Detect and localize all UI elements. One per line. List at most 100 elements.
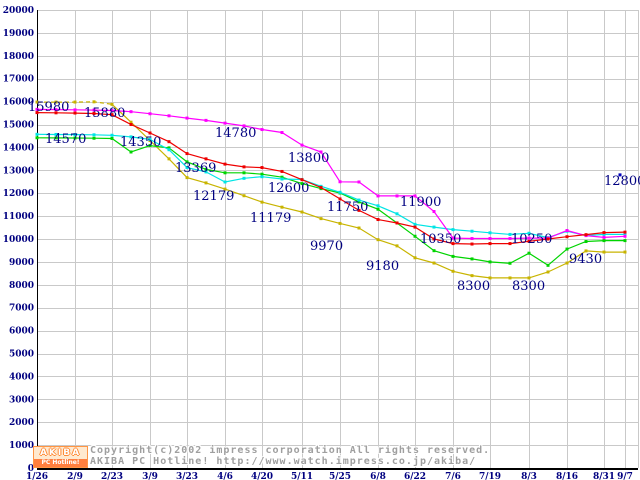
data-point-marker [148,137,152,141]
y-tick-label: 4000 [9,372,34,382]
data-point-marker [357,180,361,184]
data-point-marker [602,235,606,239]
copyright-watermark: Copyright(c)2002 impress corporation All… [90,445,490,467]
data-point-marker [451,236,455,240]
data-point-marker [260,128,264,132]
data-point-marker [546,263,550,267]
value-annotation: 13800 [288,151,329,166]
x-axis-labels: 1/26 2/9 2/23 3/9 3/23 4/6 4/20 5/11 5/25 6/8 6/22… [26,472,633,480]
value-annotation: 9180 [366,259,399,274]
data-point-marker [565,229,569,233]
data-point-marker [242,194,246,198]
data-point-marker [488,242,492,246]
data-point-marker [488,276,492,280]
data-point-marker [110,113,114,117]
data-point-marker [260,175,264,179]
data-point-marker [357,198,361,202]
data-point-marker [602,231,606,235]
data-point-marker [470,242,474,246]
series-line [111,103,625,279]
data-point-marker [185,166,189,170]
data-point-marker [204,170,208,174]
akiba-logo-wordmark: AKIBA [39,448,82,458]
value-annotation: 15880 [84,106,125,121]
data-point-marker [204,157,208,161]
data-point-marker [73,136,77,140]
series-magenta [35,107,627,241]
data-point-marker [584,249,588,253]
data-point-marker [54,108,58,112]
data-point-marker [223,187,227,191]
data-point-marker [623,250,627,254]
data-point-marker [280,205,284,209]
data-point-marker [376,204,380,208]
copyright-line: Copyright(c)2002 impress corporation All… [90,445,491,456]
value-annotation: 9970 [310,239,343,254]
data-point-marker [129,135,133,139]
data-point-marker [92,100,96,104]
data-point-marker [584,233,588,237]
y-tick-label: 17000 [3,75,34,85]
data-point-marker [565,235,569,239]
data-point-marker [602,239,606,243]
data-point-marker [167,114,171,118]
data-point-marker [242,176,246,180]
data-point-marker [395,212,399,216]
data-point-marker [357,200,361,204]
data-point-marker [185,176,189,180]
data-point-marker [129,123,133,126]
data-point-marker [185,116,189,120]
data-point-marker [185,160,189,164]
data-point-marker [623,239,627,243]
data-point-marker [92,112,96,116]
x-tick-label: 1/26 [26,472,48,480]
data-point-marker [508,242,512,246]
data-point-marker [242,124,246,128]
data-point-marker [260,200,264,204]
data-point-marker [413,222,417,226]
value-annotation: 12800 [604,174,640,189]
data-point-marker [623,234,627,238]
data-point-marker [376,238,380,242]
data-point-marker [300,178,304,182]
data-point-marker [204,118,208,122]
data-point-marker [432,225,436,229]
series-red [35,111,627,246]
data-point-marker [508,232,512,236]
data-point-marker [395,244,399,248]
x-tick-label: 4/20 [251,472,273,480]
series-line [36,137,625,267]
data-point-marker [223,121,227,125]
data-point-marker [300,182,304,186]
value-annotation: 10250 [511,232,552,247]
y-tick-label: 12000 [3,189,34,199]
data-point-marker [602,250,606,254]
x-tick-label: 6/22 [404,472,426,480]
data-point-marker [35,107,39,111]
data-point-marker [338,190,342,194]
data-point-marker [432,249,436,253]
data-point-marker [35,100,39,104]
data-point-marker [451,254,455,258]
data-point-marker [35,136,39,140]
y-tick-label: 11000 [3,212,34,222]
data-point-marker [167,157,171,161]
value-annotation: 8300 [457,279,490,294]
series-blue-point [618,173,622,177]
data-point-marker [110,102,114,106]
y-tick-label: 0 [28,464,34,474]
data-point-marker [35,111,39,115]
y-tick-label: 9000 [9,258,34,268]
data-point-marker [280,169,284,173]
value-annotation: 11179 [250,211,291,226]
x-tick-label: 2/9 [67,472,83,480]
data-point-marker [413,234,417,238]
data-point-marker [338,180,342,184]
x-tick-label: 3/9 [142,472,158,480]
data-point-marker [73,133,77,137]
data-point-marker [618,173,622,177]
gridlines [37,10,639,469]
data-point-marker [167,148,171,152]
data-point-marker [451,269,455,273]
data-point-marker [242,171,246,175]
